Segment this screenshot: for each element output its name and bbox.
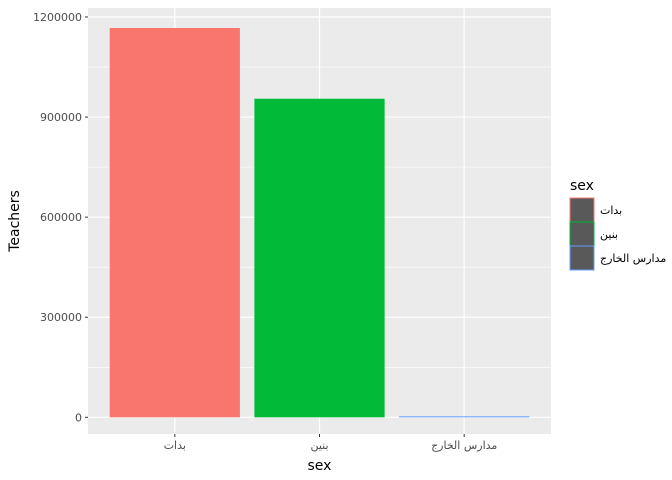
- y-tick-label: 0: [75, 411, 82, 424]
- legend: sex بدات بنين مدارس الخارج: [569, 178, 666, 271]
- legend-key-2: [569, 221, 595, 247]
- legend-title: sex: [570, 178, 594, 194]
- x-tick-label: بدات: [164, 439, 186, 452]
- bar-3: [399, 416, 530, 418]
- legend-key-1: [569, 197, 595, 223]
- legend-label-1: بدات: [600, 204, 622, 217]
- y-tick-label: 900000: [40, 111, 82, 124]
- y-tick-label: 600000: [40, 211, 82, 224]
- legend-label-2: بنين: [600, 228, 618, 241]
- x-tick-label: مدارس الخارج: [431, 439, 497, 452]
- y-axis-title: Teachers: [7, 190, 23, 253]
- bar-1: [109, 28, 240, 418]
- y-tick-label: 1200000: [33, 11, 82, 24]
- x-axis: بدات بنين مدارس الخارج: [164, 434, 497, 452]
- legend-label-3: مدارس الخارج: [600, 252, 666, 265]
- y-tick-label: 300000: [40, 311, 82, 324]
- y-axis: 0 300000 600000 900000 1200000: [33, 11, 88, 424]
- x-axis-title: sex: [308, 458, 332, 474]
- bar-2: [254, 98, 385, 418]
- x-tick-label: بنين: [310, 439, 328, 452]
- legend-key-3: [569, 245, 595, 271]
- bars: [109, 28, 530, 418]
